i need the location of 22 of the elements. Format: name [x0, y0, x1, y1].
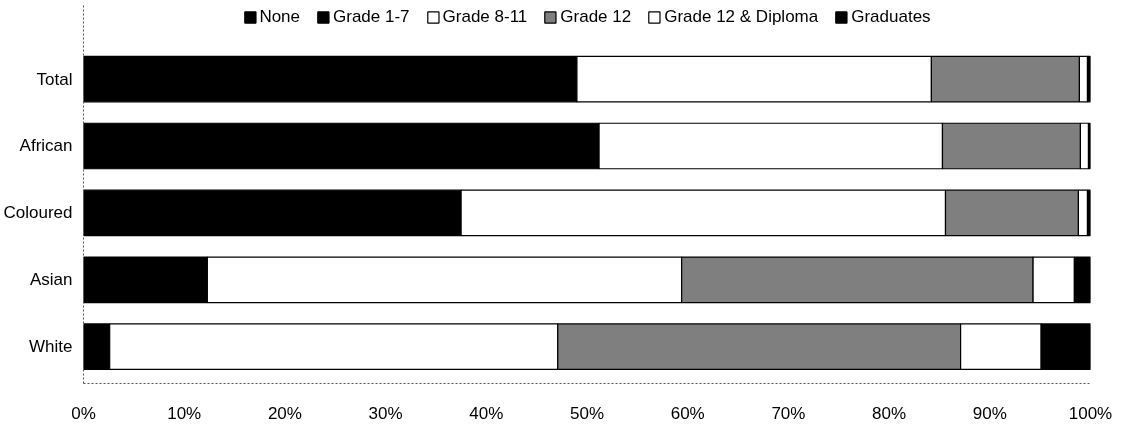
legend-label: None: [259, 7, 301, 27]
x-tick-label: 20%: [267, 403, 302, 423]
y-tick-label: White: [29, 337, 73, 357]
x-tick-label: 100%: [1068, 403, 1113, 423]
x-tick-label: 70%: [771, 403, 806, 423]
x-tick-label: 30%: [368, 403, 403, 423]
y-tick-label: Total: [36, 69, 73, 89]
legend-label: Grade 12 & Diploma: [664, 7, 819, 27]
y-tick-label: African: [19, 136, 73, 156]
legend-label: Grade 12: [560, 7, 632, 27]
x-tick-label: 0%: [71, 403, 96, 423]
x-tick-label: 10%: [167, 403, 202, 423]
legend-label: Grade 8-11: [442, 7, 528, 27]
legend-label: Grade 1-7: [333, 7, 410, 27]
x-tick-label: 80%: [872, 403, 907, 423]
x-tick-label: 50%: [569, 403, 605, 423]
y-tick-label: Coloured: [3, 203, 73, 223]
x-tick-label: 90%: [972, 403, 1007, 423]
legend-label: Graduates: [851, 7, 931, 27]
y-tick-label: Asian: [29, 270, 73, 290]
x-tick-label: 60%: [670, 403, 705, 423]
x-tick-label: 40%: [469, 403, 504, 423]
